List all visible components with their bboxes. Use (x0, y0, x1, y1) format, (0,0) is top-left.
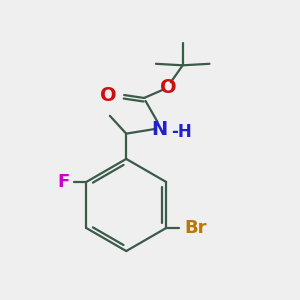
Text: O: O (160, 78, 176, 97)
Text: F: F (57, 173, 69, 191)
Text: O: O (100, 85, 116, 104)
Text: Br: Br (184, 219, 206, 237)
Text: -H: -H (171, 123, 192, 141)
Text: N: N (151, 120, 167, 139)
